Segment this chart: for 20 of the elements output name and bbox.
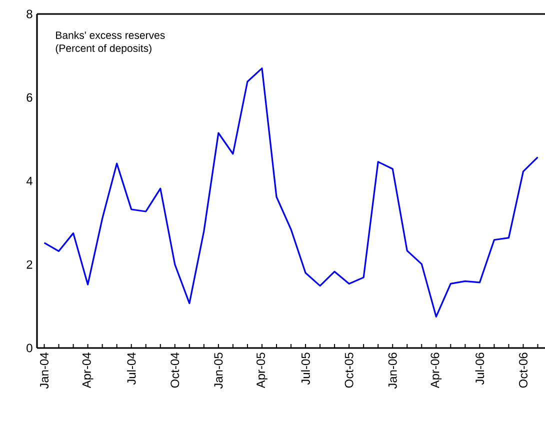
x-tick-label: Jul-04 xyxy=(126,352,136,385)
y-tick-label: 8 xyxy=(26,10,32,18)
x-tick-label: Jan-06 xyxy=(388,352,397,389)
y-tick-label: 2 xyxy=(26,260,32,269)
y-tick-label: 0 xyxy=(26,344,32,352)
x-tick-label: Jul-05 xyxy=(301,352,310,385)
x-tick-label: Jul-06 xyxy=(475,352,484,385)
text: (Percent of deposits) xyxy=(56,44,152,54)
x-tick-label: Apr-06 xyxy=(430,352,442,388)
y-tick-label: 6 xyxy=(26,93,32,102)
x-tick-label: Jan-04 xyxy=(40,352,49,389)
x-tick-label: Oct-05 xyxy=(344,352,354,388)
text: Banks' excess reserves xyxy=(56,31,165,39)
y-tick-label: 4 xyxy=(26,176,32,186)
x-tick-label: Oct-06 xyxy=(518,352,528,388)
x-tick-label: Oct-04 xyxy=(170,352,180,388)
x-tick-label: Jan-05 xyxy=(214,352,223,389)
line-series xyxy=(43,67,539,318)
x-tick-label: Apr-04 xyxy=(82,352,94,388)
x-tick-label: Apr-05 xyxy=(256,352,268,388)
